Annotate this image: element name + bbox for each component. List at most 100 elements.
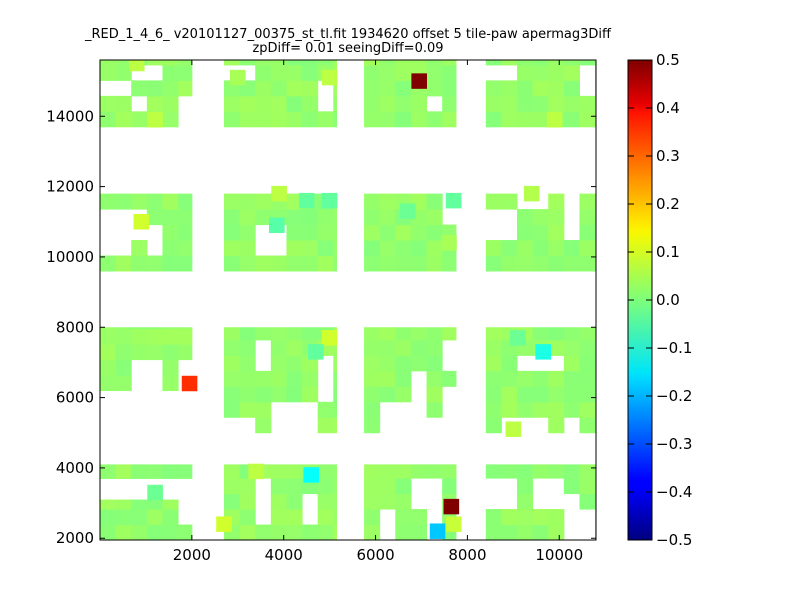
heatmap-cell bbox=[364, 370, 381, 387]
heatmap-cell bbox=[224, 478, 241, 495]
colorbar-tick-label: −0.3 bbox=[656, 435, 692, 453]
heatmap-cell bbox=[410, 327, 428, 341]
heatmap-cell bbox=[333, 370, 338, 387]
heatmap-cell bbox=[100, 327, 117, 330]
heatmap-cell bbox=[395, 493, 412, 510]
heatmap-cell bbox=[364, 95, 381, 112]
heatmap-cell bbox=[485, 255, 502, 272]
heatmap-cell bbox=[162, 193, 179, 210]
heatmap-cell bbox=[146, 344, 163, 361]
chart-title-line1: _RED_1_4_6_ v20101127_00375_st_tl.fit 19… bbox=[84, 27, 612, 42]
heatmap-cell bbox=[333, 240, 338, 257]
heatmap-cell bbox=[255, 60, 272, 66]
heatmap-cell bbox=[563, 386, 580, 403]
heatmap-cell bbox=[333, 355, 338, 372]
heatmap-cell bbox=[395, 95, 412, 112]
heatmap-cell bbox=[395, 224, 412, 241]
heatmap-cell bbox=[270, 386, 287, 403]
heatmap-cell bbox=[501, 509, 518, 526]
heatmap-cell bbox=[224, 60, 241, 66]
heatmap-cell bbox=[270, 339, 287, 356]
heatmap-cell bbox=[115, 499, 132, 510]
heatmap-cell bbox=[255, 95, 272, 112]
heatmap-cell bbox=[333, 401, 338, 418]
heatmap-cell bbox=[442, 111, 457, 128]
heatmap-cell bbox=[162, 255, 179, 272]
heatmap-cell bbox=[442, 478, 457, 495]
heatmap-cell bbox=[548, 524, 565, 540]
heatmap-cell bbox=[364, 478, 381, 495]
heatmap-cell bbox=[317, 224, 334, 241]
heatmap-cell bbox=[532, 524, 549, 540]
heatmap-cell bbox=[426, 224, 443, 241]
heatmap-cell bbox=[364, 193, 381, 210]
heatmap-cell bbox=[224, 327, 241, 341]
heatmap-cell bbox=[317, 401, 334, 418]
heatmap-cell bbox=[146, 95, 163, 112]
heatmap-cell bbox=[239, 355, 256, 372]
heatmap-cell-highlight bbox=[321, 330, 338, 346]
heatmap-cell bbox=[426, 255, 443, 272]
x-tick-label: 4000 bbox=[265, 546, 303, 564]
heatmap-cell bbox=[410, 355, 428, 372]
heatmap-cell bbox=[333, 464, 338, 479]
heatmap-cell bbox=[395, 386, 412, 403]
heatmap-cell bbox=[442, 80, 457, 97]
heatmap-cell bbox=[426, 193, 443, 210]
heatmap-cell bbox=[426, 327, 443, 341]
heatmap-cell bbox=[178, 464, 193, 479]
heatmap-cell bbox=[379, 240, 396, 257]
heatmap-cell bbox=[395, 255, 412, 272]
heatmap-cell bbox=[426, 240, 443, 257]
heatmap-cell bbox=[178, 344, 193, 361]
heatmap-cell bbox=[224, 95, 241, 112]
heatmap-cell-highlight bbox=[399, 203, 416, 219]
heatmap-cell bbox=[162, 224, 179, 241]
heatmap-cell bbox=[131, 344, 148, 361]
heatmap-cell bbox=[501, 80, 518, 97]
heatmap-cell bbox=[302, 386, 319, 403]
heatmap-cell bbox=[395, 509, 412, 526]
heatmap-cell bbox=[302, 240, 319, 257]
heatmap-cell bbox=[224, 209, 241, 226]
heatmap-cell bbox=[100, 255, 117, 272]
heatmap-cell bbox=[426, 386, 443, 403]
heatmap-cell bbox=[485, 401, 502, 418]
heatmap-cell bbox=[255, 64, 272, 81]
heatmap-cell bbox=[100, 95, 117, 112]
heatmap-cell bbox=[239, 401, 256, 418]
heatmap-cell bbox=[333, 339, 338, 356]
heatmap-cell bbox=[579, 95, 596, 112]
heatmap-cell bbox=[146, 80, 163, 97]
heatmap-cell bbox=[548, 240, 565, 257]
heatmap-cell bbox=[270, 493, 287, 510]
heatmap-cell bbox=[579, 327, 596, 341]
heatmap-cell bbox=[115, 375, 132, 392]
heatmap-cell bbox=[485, 509, 502, 526]
heatmap-cell bbox=[270, 80, 287, 97]
heatmap-cell bbox=[548, 339, 565, 356]
heatmap-cell bbox=[426, 80, 443, 97]
heatmap-cell bbox=[224, 224, 241, 241]
heatmap-cell bbox=[410, 95, 428, 112]
heatmap-cell bbox=[115, 328, 132, 345]
heatmap-cell bbox=[162, 499, 179, 510]
heatmap-cell bbox=[442, 464, 457, 479]
heatmap-cell bbox=[317, 111, 334, 128]
heatmap-cell-highlight bbox=[546, 112, 563, 128]
heatmap-cell bbox=[333, 95, 338, 112]
heatmap-cell bbox=[517, 240, 534, 257]
heatmap-cell bbox=[364, 327, 381, 341]
heatmap-cell bbox=[395, 370, 412, 387]
heatmap-cell bbox=[532, 111, 549, 128]
colorbar-ticks: 0.5 0.4 0.3 0.2 0.1 0.0 −0.1 −0.2 −0.3 −0.4 −0.5 bbox=[628, 51, 692, 549]
heatmap-cell bbox=[178, 327, 193, 330]
heatmap-cell bbox=[162, 95, 179, 112]
heatmap-cell bbox=[579, 370, 596, 387]
heatmap-cell bbox=[379, 193, 396, 210]
heatmap-cell bbox=[302, 95, 319, 112]
heatmap-cell bbox=[146, 255, 163, 272]
heatmap-cell bbox=[364, 355, 381, 372]
heatmap-cell bbox=[532, 209, 549, 226]
heatmap-cell bbox=[426, 209, 443, 226]
